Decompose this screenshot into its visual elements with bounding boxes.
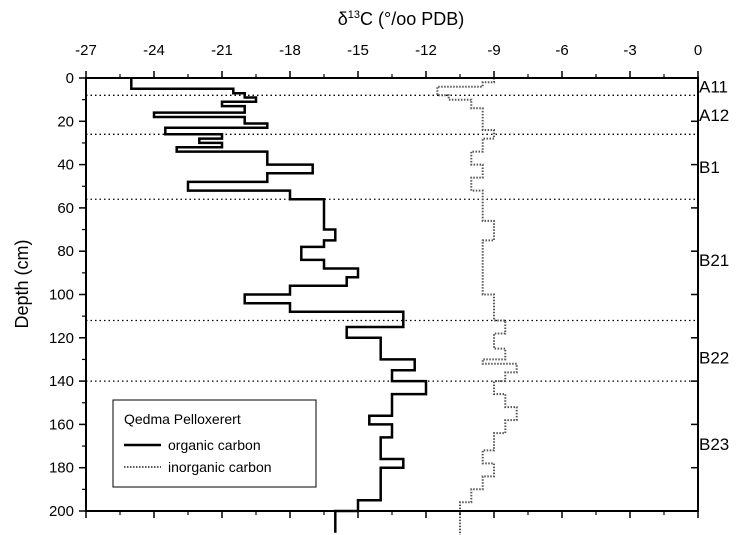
y-tick-label: 80	[57, 243, 74, 260]
y-tick-label: 120	[49, 330, 74, 347]
y-tick-label: 180	[49, 460, 74, 477]
horizon-label-b22: B22	[699, 348, 729, 367]
y-tick-label: 60	[57, 200, 74, 217]
y-tick-label: 20	[57, 113, 74, 130]
x-tick-label: -3	[623, 42, 636, 59]
data-series	[130, 78, 518, 535]
y-tick-label: 200	[49, 503, 74, 520]
legend-box	[112, 399, 317, 488]
y-tick-label: 0	[66, 70, 74, 87]
x-tick-label: -6	[555, 42, 568, 59]
y-tick-label: 160	[49, 416, 74, 433]
legend-entry-inorganic: inorganic carbon	[168, 459, 272, 475]
series-line-inorganic-carbon	[436, 78, 518, 535]
x-tick-label: -21	[211, 42, 233, 59]
horizon-label-a12: A12	[699, 106, 729, 125]
y-axis: 0 20 40 60 80 100 120 140 160 180 200	[49, 70, 698, 520]
x-tick-label: -24	[143, 42, 165, 59]
x-tick-label: -15	[347, 42, 369, 59]
y-tick-label: 100	[49, 287, 74, 304]
y-tick-label: 140	[49, 373, 74, 390]
x-tick-label: -27	[75, 42, 97, 59]
series-line-organic-carbon	[130, 78, 428, 533]
horizon-label-b1: B1	[699, 158, 720, 177]
x-axis: -27 -24 -21 -18 -15 -12 -9 -6 -3 0	[75, 42, 702, 518]
x-axis-title: δ13C (°/oo PDB)	[338, 9, 465, 29]
legend-title: Qedma Pelloxerert	[124, 411, 241, 427]
horizon-label-a11: A11	[699, 78, 728, 97]
horizon-labels: A11 A12 B1 B21 B22 B23	[699, 78, 729, 454]
x-tick-label: -12	[415, 42, 437, 59]
y-tick-label: 40	[57, 157, 74, 174]
x-tick-label: -18	[279, 42, 301, 59]
y-axis-title: Depth (cm)	[12, 239, 32, 328]
horizon-label-b23: B23	[699, 435, 729, 454]
x-tick-label: 0	[694, 42, 702, 59]
x-tick-label: -9	[487, 42, 500, 59]
horizon-boundaries	[86, 94, 698, 382]
legend: Qedma Pelloxerert organic carbon inorgan…	[112, 399, 317, 488]
legend-entry-organic: organic carbon	[168, 437, 261, 453]
horizon-label-b21: B21	[699, 251, 729, 270]
